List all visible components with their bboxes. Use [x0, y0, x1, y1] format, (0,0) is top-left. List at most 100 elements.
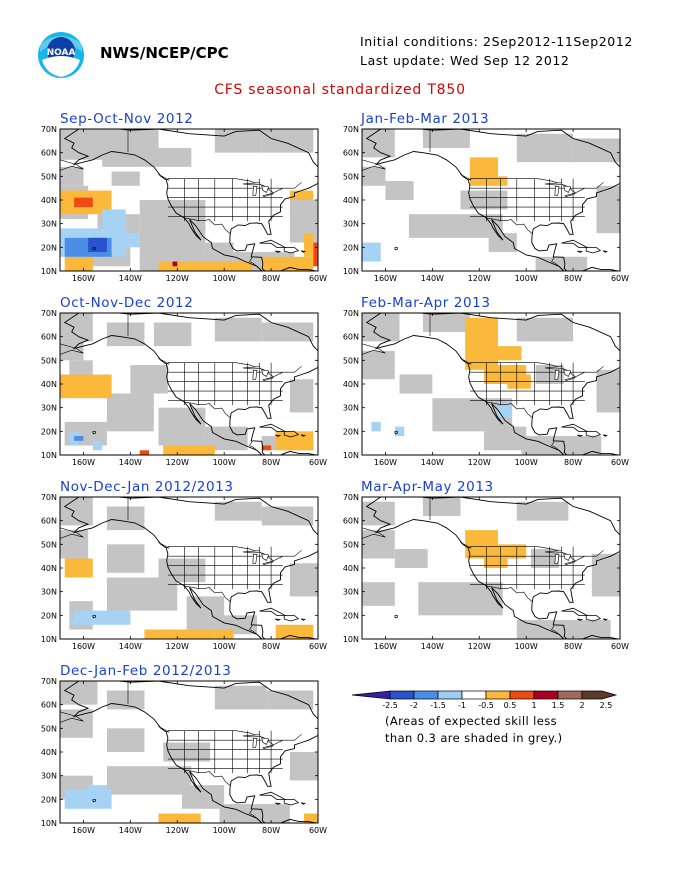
anomaly-cell-grey — [60, 497, 93, 526]
anomaly-cell-darkred — [172, 261, 178, 267]
anomaly-cell-grey — [214, 129, 262, 153]
lon-label: 140W — [421, 274, 444, 283]
lat-label: 40N — [41, 380, 57, 389]
anomaly-cell-orange — [163, 445, 215, 455]
lake-superior — [242, 550, 261, 554]
us-mexico-border — [486, 401, 533, 418]
us-canada-border — [167, 730, 302, 746]
anomaly-cell-orange — [64, 256, 93, 271]
aleutian-outline — [362, 159, 386, 171]
anomaly-cell-orange — [64, 558, 93, 578]
lat-label: 60N — [343, 333, 359, 342]
anomaly-cell-lightblue — [74, 610, 131, 625]
colorbar-segment — [485, 690, 511, 700]
hawaii-outline — [92, 246, 97, 251]
us-mexico-border — [184, 401, 231, 418]
anomaly-cell-grey — [266, 690, 314, 710]
anomaly-cell-orange — [303, 233, 314, 257]
anomaly-cell-grey — [60, 341, 84, 361]
anomaly-cell-lightblue — [69, 431, 79, 446]
lat-label: 30N — [41, 588, 57, 597]
colorbar-label: -0.5 — [478, 701, 494, 710]
coastlines — [60, 129, 318, 271]
colorbar-arrow-low — [351, 690, 391, 700]
us-canada-border — [469, 546, 604, 562]
anomaly-cell-lightblue — [394, 426, 405, 437]
lon-label: 60W — [309, 826, 327, 835]
lake-erie — [564, 376, 576, 382]
anomaly-cell-darkblue — [88, 237, 107, 253]
anomaly-cell-orange — [299, 440, 314, 451]
lon-label: 120W — [468, 642, 491, 651]
noaa-logo: NOAA — [38, 32, 84, 78]
anomaly-cell-orange — [483, 553, 508, 568]
panel-title-fma: Feb-Mar-Apr 2013 — [361, 295, 491, 311]
lon-label: 80W — [262, 826, 280, 835]
us-canada-border — [469, 362, 604, 378]
anomaly-cell-grey — [521, 436, 602, 455]
vancouver-island-outline — [158, 542, 170, 549]
anomaly-shading — [362, 497, 620, 639]
puerto-rico-outline — [300, 802, 306, 805]
colorbar-segment — [461, 690, 487, 700]
us-canada-border — [167, 546, 302, 562]
lat-label: 10N — [343, 451, 359, 460]
lon-label: 100W — [515, 274, 538, 283]
lat-label: 10N — [41, 635, 57, 644]
anomaly-cell-grey — [261, 322, 314, 342]
hawaii-outline — [92, 614, 97, 619]
us-canada-border — [167, 362, 302, 378]
lat-label: 60N — [41, 701, 57, 710]
coastlines — [362, 497, 620, 639]
vancouver-island-outline — [460, 174, 472, 181]
anomaly-cell-grey — [596, 369, 620, 413]
lat-label: 70N — [41, 494, 57, 502]
anomaly-cell-grey — [516, 501, 569, 521]
lake-erie — [564, 560, 576, 566]
vancouver-island-outline — [460, 358, 472, 365]
lon-label: 120W — [468, 274, 491, 283]
colorbar-segment — [509, 690, 535, 700]
anomaly-cell-lightblue — [88, 785, 107, 800]
anomaly-cell-grey — [214, 685, 267, 710]
colorbar-label: -2.5 — [382, 701, 398, 710]
lake-erie — [262, 376, 274, 382]
lon-label: 160W — [72, 458, 95, 467]
lon-label: 120W — [468, 458, 491, 467]
anomaly-cell-grey — [111, 171, 140, 186]
anomaly-cell-grey — [516, 317, 574, 342]
anomaly-cell-lightblue — [498, 402, 513, 418]
anomaly-cell-orange — [498, 346, 522, 361]
org-name: NWS/NCEP/CPC — [100, 44, 229, 62]
jamaica-outline — [274, 802, 282, 805]
note-line-1: (Areas of expected skill less — [385, 714, 557, 728]
anomaly-cell-grey — [60, 530, 89, 559]
colorbar-label: 0.5 — [504, 701, 517, 710]
anomaly-cell-grey — [106, 728, 145, 752]
hawaii-outline — [394, 614, 399, 619]
anomaly-cell-grey — [214, 317, 262, 342]
colorbar-label: 2 — [579, 701, 584, 710]
lake-superior — [242, 182, 261, 186]
coastlines — [362, 313, 620, 455]
anomaly-cell-grey — [60, 129, 107, 160]
lat-label: 30N — [41, 220, 57, 229]
panel-title-mam: Mar-Apr-May 2013 — [361, 479, 494, 495]
lat-label: 10N — [41, 819, 57, 828]
lon-label: 100W — [515, 458, 538, 467]
anomaly-cell-grey — [261, 129, 314, 153]
lake-erie — [262, 744, 274, 750]
us-mexico-border — [486, 217, 533, 234]
lon-label: 60W — [309, 458, 327, 467]
lake-huron — [261, 369, 270, 377]
panel-title-ndj: Nov-Dec-Jan 2012/2013 — [60, 479, 234, 495]
anomaly-cell-lightblue — [102, 209, 126, 234]
colorbar-label: -2 — [410, 701, 418, 710]
lat-label: 70N — [343, 310, 359, 318]
anomaly-cell-grey — [106, 506, 145, 531]
lake-huron — [261, 553, 270, 561]
anomaly-cell-grey — [530, 549, 560, 568]
puerto-rico-outline — [300, 250, 306, 253]
us-mexico-border — [184, 217, 231, 234]
anomaly-cell-grey — [362, 530, 395, 559]
